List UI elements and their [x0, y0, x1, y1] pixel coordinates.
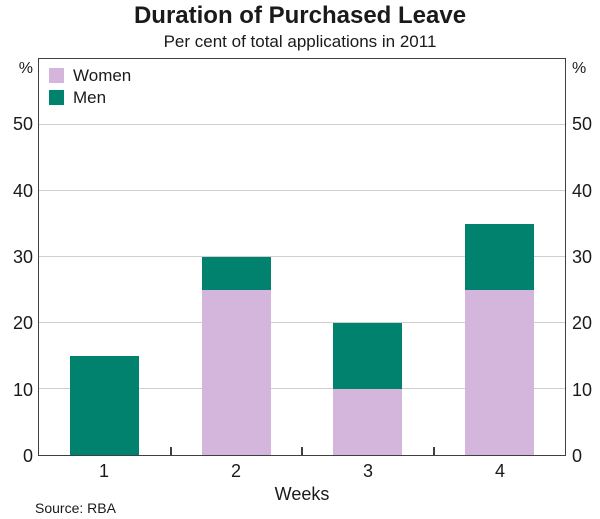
gridline-20	[39, 322, 565, 324]
legend-item-women: Women	[49, 67, 131, 84]
x-tick-label-3: 3	[362, 461, 373, 481]
bar-week3-men-segment	[333, 323, 403, 390]
gridline-50	[39, 124, 565, 125]
gridline-10	[39, 388, 565, 390]
gridline-30	[39, 256, 565, 257]
legend-swatch-women	[49, 68, 64, 83]
x-tick-label-4: 4	[494, 461, 505, 481]
bar-week2-men-segment	[201, 257, 271, 290]
plot-area: Women Men	[38, 58, 566, 456]
chart-subtitle: Per cent of total applications in 2011	[163, 32, 437, 51]
y-axis-unit-right: %	[572, 60, 587, 77]
y-tick-label-right-40: 40	[572, 180, 593, 201]
bar-week3-women-segment	[333, 389, 403, 455]
x-axis-tick	[432, 447, 435, 455]
x-axis-tick	[169, 447, 172, 455]
bar-week4-men-segment	[464, 224, 534, 290]
legend-label-women: Women	[73, 66, 132, 85]
y-tick-label-left-40: 40	[12, 180, 33, 201]
bar-week1-men-segment	[70, 356, 140, 455]
x-tick-label-1: 1	[98, 461, 109, 481]
bar-week4-women-segment	[464, 290, 534, 455]
y-tick-label-right-0: 0	[572, 446, 583, 466]
gridline-40	[39, 190, 565, 192]
x-axis-title: Weeks	[274, 484, 330, 504]
chart-title: Duration of Purchased Leave	[133, 2, 467, 29]
y-tick-label-right-10: 10	[572, 379, 593, 400]
legend-label-men: Men	[73, 88, 107, 107]
y-tick-label-left-30: 30	[12, 247, 33, 267]
legend-item-men: Men	[49, 89, 131, 106]
y-tick-label-left-50: 50	[12, 114, 33, 135]
y-axis-unit-left: %	[18, 60, 33, 77]
y-tick-label-right-50: 50	[572, 114, 593, 135]
x-axis-tick	[301, 447, 303, 455]
source-note: Source: RBA	[35, 500, 116, 516]
y-tick-label-right-30: 30	[572, 247, 593, 267]
y-tick-label-right-20: 20	[572, 313, 593, 334]
y-tick-label-left-20: 20	[12, 313, 33, 334]
y-tick-label-left-10: 10	[12, 379, 33, 400]
x-tick-label-2: 2	[230, 461, 241, 481]
y-tick-label-left-0: 0	[22, 446, 33, 466]
bar-week2-women-segment	[201, 290, 271, 455]
legend-swatch-men	[49, 90, 64, 105]
legend: Women Men	[49, 67, 131, 111]
